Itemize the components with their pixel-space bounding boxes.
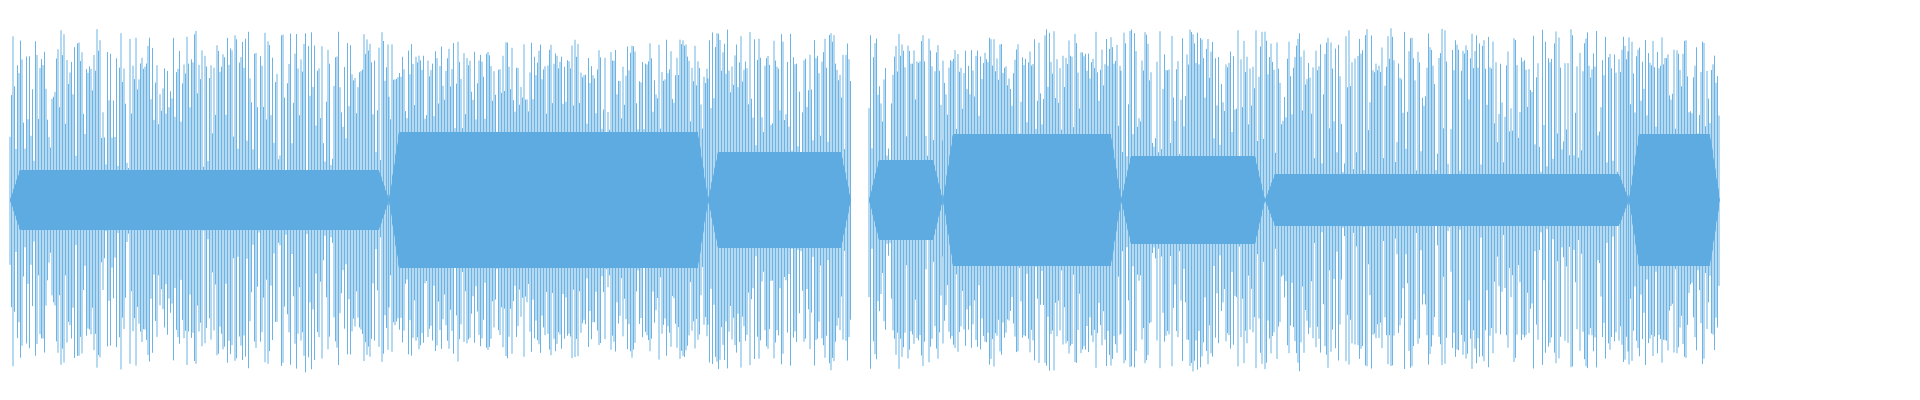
waveform-band <box>10 132 1720 268</box>
waveform <box>9 28 1720 373</box>
